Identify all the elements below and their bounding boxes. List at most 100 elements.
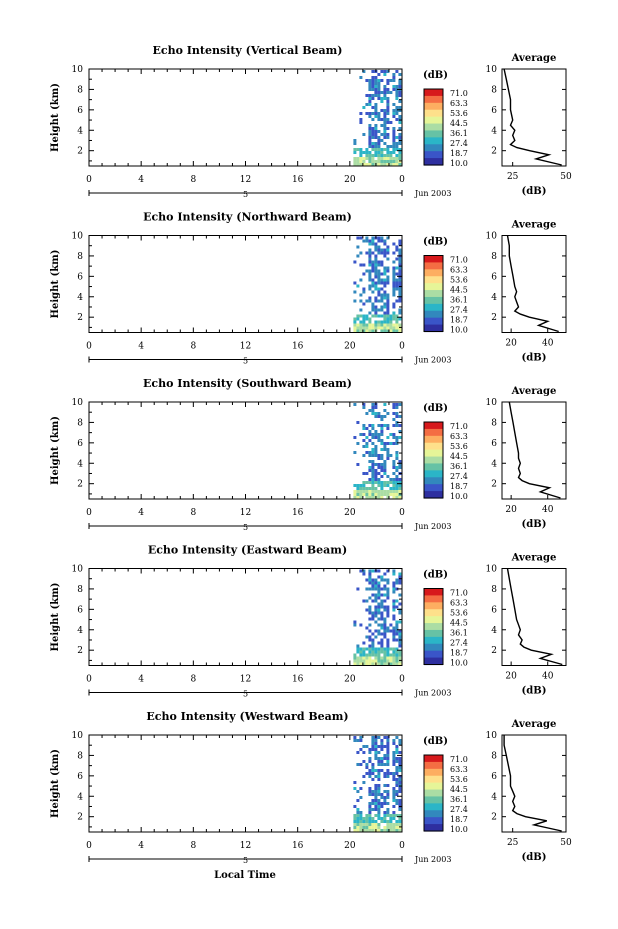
heatmap-cell: [362, 317, 366, 321]
heatmap-cell: [383, 133, 387, 136]
heatmap-cell: [368, 326, 372, 330]
heatmap-cell: [362, 106, 366, 109]
heatmap-cell: [353, 826, 357, 829]
heatmap-cell: [374, 808, 378, 811]
heatmap-cell: [392, 251, 396, 255]
heatmap-cell: [395, 424, 399, 427]
heatmap-cell: [362, 403, 366, 406]
heatmap-cell: [392, 754, 396, 757]
heatmap-cell: [383, 130, 387, 133]
heatmap-cell: [359, 148, 363, 151]
heatmap-cell: [398, 802, 402, 805]
heatmap-cell: [365, 251, 369, 255]
heatmap-cell: [371, 826, 375, 829]
heatmap-cell: [389, 91, 393, 94]
heatmap-cell: [380, 587, 384, 591]
heatmap-cell: [374, 284, 378, 288]
heatmap-cell: [392, 85, 396, 88]
heatmap-cell: [365, 487, 369, 490]
heatmap-cell: [371, 406, 375, 409]
heatmap-cell: [359, 112, 363, 115]
heatmap-cell: [386, 302, 390, 306]
heatmap-cell: [356, 148, 360, 151]
heatmap-cell: [362, 326, 366, 330]
heatmap-cell: [356, 587, 360, 591]
heatmap-cell: [368, 112, 372, 115]
colorbar-segment: [424, 602, 443, 610]
heatmap-cell: [380, 487, 384, 490]
heatmap-cell: [398, 632, 402, 636]
heatmap-cell: [389, 326, 393, 330]
heatmap-cell: [395, 638, 399, 642]
heatmap-cell: [371, 409, 375, 412]
x-tick-label: 8: [190, 175, 196, 185]
x-tick-label: 4: [138, 175, 144, 185]
heatmap-cell: [368, 433, 372, 436]
heatmap-cell: [377, 287, 381, 291]
heatmap-cell: [356, 160, 360, 163]
heatmap-cell: [365, 103, 369, 106]
heatmap-cell: [371, 133, 375, 136]
heatmap-cell: [353, 662, 357, 666]
heatmap-cell: [398, 466, 402, 469]
heatmap-cell: [371, 329, 375, 333]
heatmap-cell: [368, 826, 372, 829]
heatmap-cell: [368, 115, 372, 118]
heatmap-cell: [371, 748, 375, 751]
heatmap-cell: [398, 739, 402, 742]
heatmap-cell: [374, 775, 378, 778]
heatmap-cell: [392, 290, 396, 294]
heatmap-cell: [380, 578, 384, 582]
heatmap-cell: [368, 617, 372, 621]
profile-y-tick-label: 8: [491, 252, 497, 262]
heatmap-cell: [392, 148, 396, 151]
heatmap-cell: [374, 653, 378, 657]
heatmap-cell: [359, 787, 363, 790]
colorbar-tick-label: 36.1: [450, 129, 468, 138]
heatmap-cell: [398, 430, 402, 433]
profile-y-tick-label: 8: [491, 418, 497, 428]
heatmap-cell: [380, 133, 384, 136]
heatmap-cell: [368, 145, 372, 148]
heatmap-cell: [398, 602, 402, 606]
colorbar-segment: [424, 324, 443, 333]
heatmap-cell: [368, 769, 372, 772]
heatmap-cell: [380, 439, 384, 442]
heatmap-cell: [371, 79, 375, 82]
heatmap-cell: [380, 745, 384, 748]
heatmap-cell: [386, 436, 390, 439]
x-tick-label: 12: [240, 342, 251, 352]
heatmap-cell: [386, 251, 390, 255]
heatmap-cell: [371, 466, 375, 469]
heatmap-cell: [395, 745, 399, 748]
heatmap-cell: [365, 496, 369, 499]
heatmap-cell: [353, 163, 357, 166]
heatmap-cell: [377, 145, 381, 148]
heatmap-cell: [392, 163, 396, 166]
heatmap-cell: [398, 463, 402, 466]
heatmap-cell: [395, 647, 399, 651]
profile-x-tick-label: 20: [505, 505, 517, 515]
x-tick-label: 8: [190, 675, 196, 685]
profile-y-tick-label: 2: [491, 147, 497, 157]
heatmap-cell: [386, 118, 390, 121]
heatmap-cell: [377, 814, 381, 817]
heatmap-cell: [377, 641, 381, 645]
y-tick-label: 2: [77, 313, 83, 323]
heatmap-cell: [365, 236, 369, 240]
heatmap-cell: [392, 266, 396, 270]
heatmap-cell: [362, 160, 366, 163]
heatmap-cell: [398, 317, 402, 321]
heatmap-cell: [392, 772, 396, 775]
heatmap-cell: [365, 587, 369, 591]
heatmap-cell: [371, 578, 375, 582]
heatmap-cell: [383, 469, 387, 472]
heatmap-cell: [386, 91, 390, 94]
heatmap-cell: [365, 599, 369, 603]
heatmap-cell: [386, 451, 390, 454]
heatmap-cell: [389, 653, 393, 657]
heatmap-cell: [371, 242, 375, 246]
heatmap-cell: [380, 457, 384, 460]
profile-x-tick-label: 50: [560, 838, 572, 848]
